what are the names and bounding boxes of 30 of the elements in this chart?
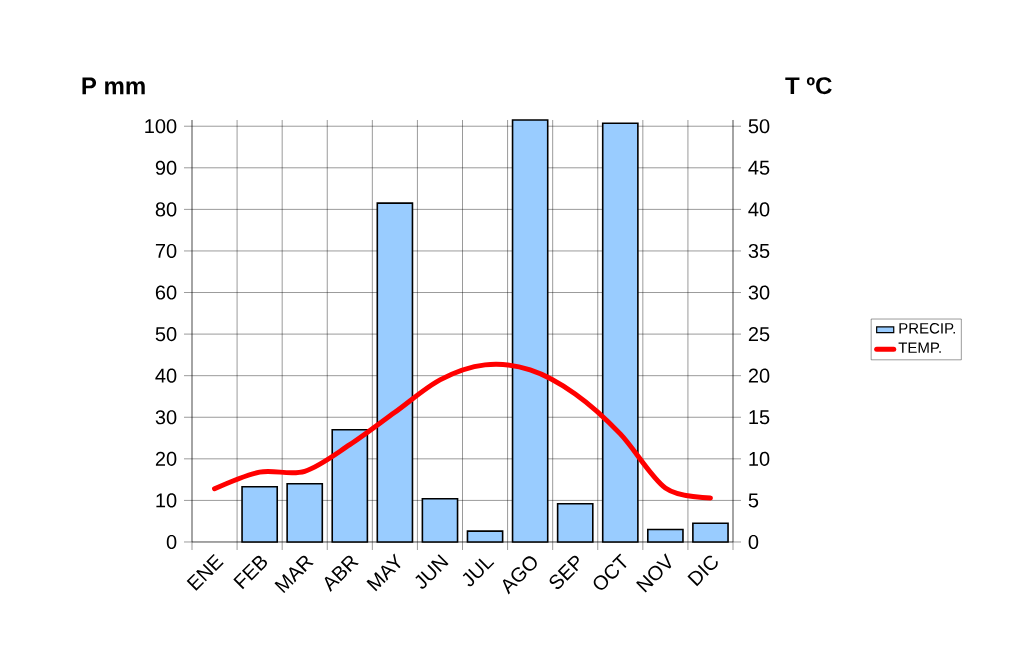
y2-tick-label: 25 [748,327,770,342]
y2-tick-label: 50 [748,119,770,134]
legend-label: TEMP. [898,342,941,353]
y2-tick-label: 35 [748,243,770,259]
y2-tick-label: 10 [749,451,770,466]
y2-tick-label: 15 [749,410,770,425]
y-tick-label: 80 [155,202,177,217]
y-tick-label: 70 [155,243,177,259]
y-tick-label: 90 [155,160,177,175]
legend-label: PRECIP. [899,323,955,334]
x-tick-label: FEB [233,555,267,590]
y2-tick-label: 40 [748,202,770,217]
y2-tick-label: 30 [748,285,770,300]
y2-tick-label: 20 [748,368,770,383]
y2-tick-label: 5 [748,493,759,508]
x-tick-label: SEP [549,555,579,589]
y2-axis-title: T ºC [785,77,832,95]
y-tick-label: 30 [155,410,177,425]
y2-tick-label: 0 [748,534,759,550]
y-tick-label: 10 [156,493,177,508]
x-tick-label: JUL [462,558,495,587]
y-tick-label: 100 [145,119,177,134]
y-tick-label: 20 [155,451,177,466]
y-tick-label: 50 [155,327,177,342]
y-tick-label: 0 [166,534,177,550]
y-tick-label: 40 [155,368,177,383]
y2-tick-label: 45 [748,160,770,175]
y-axis-title: P mm [82,77,145,95]
y-tick-label: 60 [155,285,177,300]
x-tick-label: DIC [687,555,718,587]
